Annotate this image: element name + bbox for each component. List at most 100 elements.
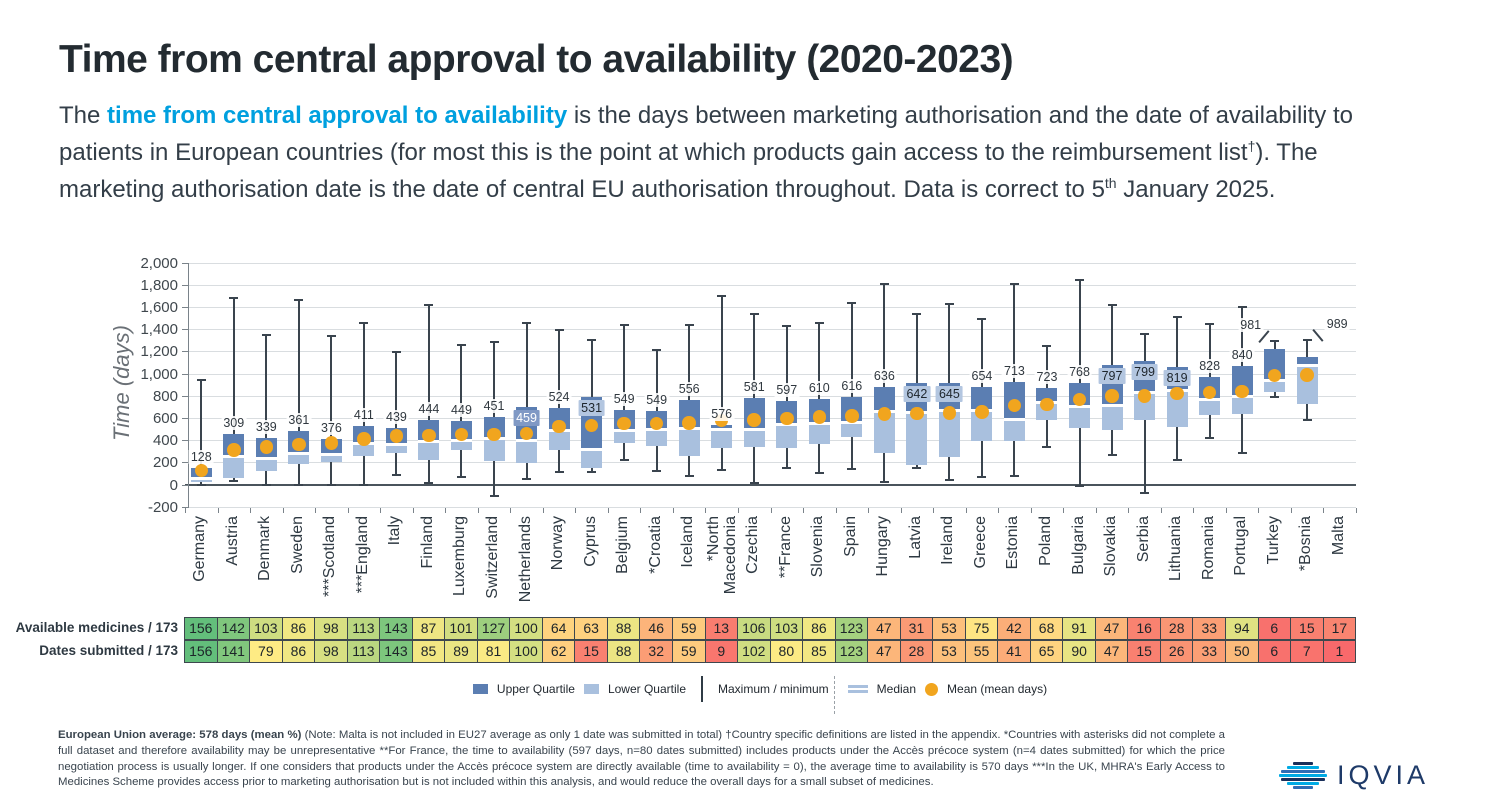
table-cell: 62 [541, 640, 576, 663]
table-cell: 9 [704, 640, 739, 663]
legend-label: Maximum / minimum [718, 682, 829, 696]
whisker-max-tick [587, 339, 597, 342]
table-row: 156 142 103 86 98 113 143 87 101 127 100 64 63 88 46 59… [184, 617, 1357, 640]
x-axis-boundary-tick [835, 507, 837, 513]
chart-gridline [185, 329, 1356, 331]
table-cell: 85 [411, 640, 446, 663]
intro-highlight: time from central approval to availabili… [107, 102, 568, 129]
lower-quartile-box [1199, 399, 1221, 416]
dagger-superscript: † [1247, 138, 1256, 154]
table-cell: 88 [606, 640, 641, 663]
x-axis-boundary-tick [315, 507, 317, 513]
logo-bar [1293, 786, 1313, 789]
lower-quartile-box [906, 412, 928, 465]
x-axis-label: Spain [841, 516, 859, 557]
whisker-min-tick [522, 477, 532, 480]
x-axis-label: Switzerland [484, 516, 501, 599]
table-cell: 53 [932, 617, 966, 640]
table-cell: 42 [997, 617, 1031, 640]
table-cell: 15 [574, 640, 608, 663]
intro-mid: is the days between marketing authorisat… [59, 102, 1353, 166]
y-axis-tick-label: 1,800 [140, 276, 178, 294]
page-title: Time from central approval to availabili… [59, 38, 1014, 81]
table-cell: 7 [1290, 640, 1324, 663]
whisker-min-tick [782, 466, 792, 469]
chart-gridline [185, 462, 1356, 464]
table-cell: 156 [184, 640, 218, 663]
th-superscript: th [1104, 175, 1117, 191]
whisker-max-tick [879, 282, 889, 285]
chart-gridline [185, 351, 1356, 353]
mean-label: 840 [1229, 348, 1255, 363]
median-line [385, 442, 407, 446]
median-line [1296, 363, 1318, 367]
x-axis-boundary-tick [1290, 507, 1292, 513]
table-cell: 87 [411, 617, 446, 640]
chart-gridline [185, 395, 1356, 397]
lower-quartile-box [1166, 390, 1188, 428]
y-axis-tick-label: 400 [152, 432, 178, 450]
table-cell: 143 [379, 640, 413, 663]
table-cell: 15 [1290, 617, 1324, 640]
legend-dashed-divider [833, 676, 835, 714]
table-cell: 86 [802, 617, 836, 640]
mean-label: 597 [774, 383, 800, 398]
intro-pre: The [59, 102, 108, 129]
table-cell: 28 [1159, 617, 1194, 640]
table-cell: 26 [1159, 640, 1194, 663]
y-axis-tick [182, 351, 189, 353]
x-axis-boundary-tick [575, 507, 577, 513]
whisker-max-tick [619, 323, 629, 326]
x-axis-label: Norway [549, 516, 567, 571]
mean-label: 361 [286, 412, 312, 427]
x-axis-label: Estonia [1004, 516, 1022, 570]
table-cell: 31 [899, 617, 934, 640]
mean-label: 549 [611, 391, 637, 406]
x-axis-label: Slovenia [809, 516, 827, 578]
mean-dot [682, 416, 696, 430]
mean-dot [227, 443, 241, 457]
x-axis-label: Netherlands [516, 516, 534, 603]
x-axis-boundary-tick [737, 507, 739, 513]
table-cell: 88 [606, 617, 641, 640]
y-axis-tick-label: 800 [152, 387, 178, 405]
table-cell: 103 [769, 617, 804, 640]
mean-dot [1105, 389, 1119, 403]
mean-label: 819 [1163, 369, 1191, 386]
mean-dot [780, 411, 794, 426]
lower-quartile-box [1101, 405, 1123, 430]
whisker-min-tick [261, 483, 271, 486]
mean-dot [1040, 397, 1054, 412]
whisker-max-tick [1237, 306, 1247, 309]
x-axis-boundary-tick [803, 507, 805, 513]
whisker [200, 379, 203, 485]
mean-dot [617, 416, 631, 431]
x-axis-boundary-tick [770, 507, 772, 513]
lower-quartile-box [548, 430, 570, 451]
x-axis-label: ***England [353, 516, 371, 594]
whisker-max-tick [1205, 322, 1215, 325]
table-cell: 86 [281, 640, 316, 663]
footnote-text: (Note: Malta is not included in EU27 ave… [58, 729, 1225, 789]
whisker-min-tick [1009, 474, 1019, 477]
mean-dot [292, 437, 306, 452]
x-axis-boundary-tick [510, 507, 512, 513]
y-axis-tick [182, 284, 189, 286]
mean-dot [584, 418, 599, 433]
table-row-label: Available medicines / 173 [15, 620, 178, 635]
x-axis-label: *North Macedonia [704, 516, 739, 595]
y-axis-tick [182, 440, 189, 442]
mean-label: 616 [839, 378, 865, 393]
lower-quartile-box [320, 454, 342, 462]
median-line [255, 456, 277, 460]
mean-label: 576 [709, 406, 735, 421]
median-line [613, 428, 635, 432]
mean-label: 339 [253, 419, 279, 434]
whisker-min-tick [1075, 484, 1084, 487]
mean-label: 451 [481, 399, 507, 414]
x-axis-label: Iceland [679, 516, 697, 568]
table-cell: 81 [476, 640, 511, 663]
upper-quartile-swatch-icon [472, 684, 488, 694]
lower-quartile-box [613, 430, 635, 444]
table-cell: 106 [737, 617, 771, 640]
